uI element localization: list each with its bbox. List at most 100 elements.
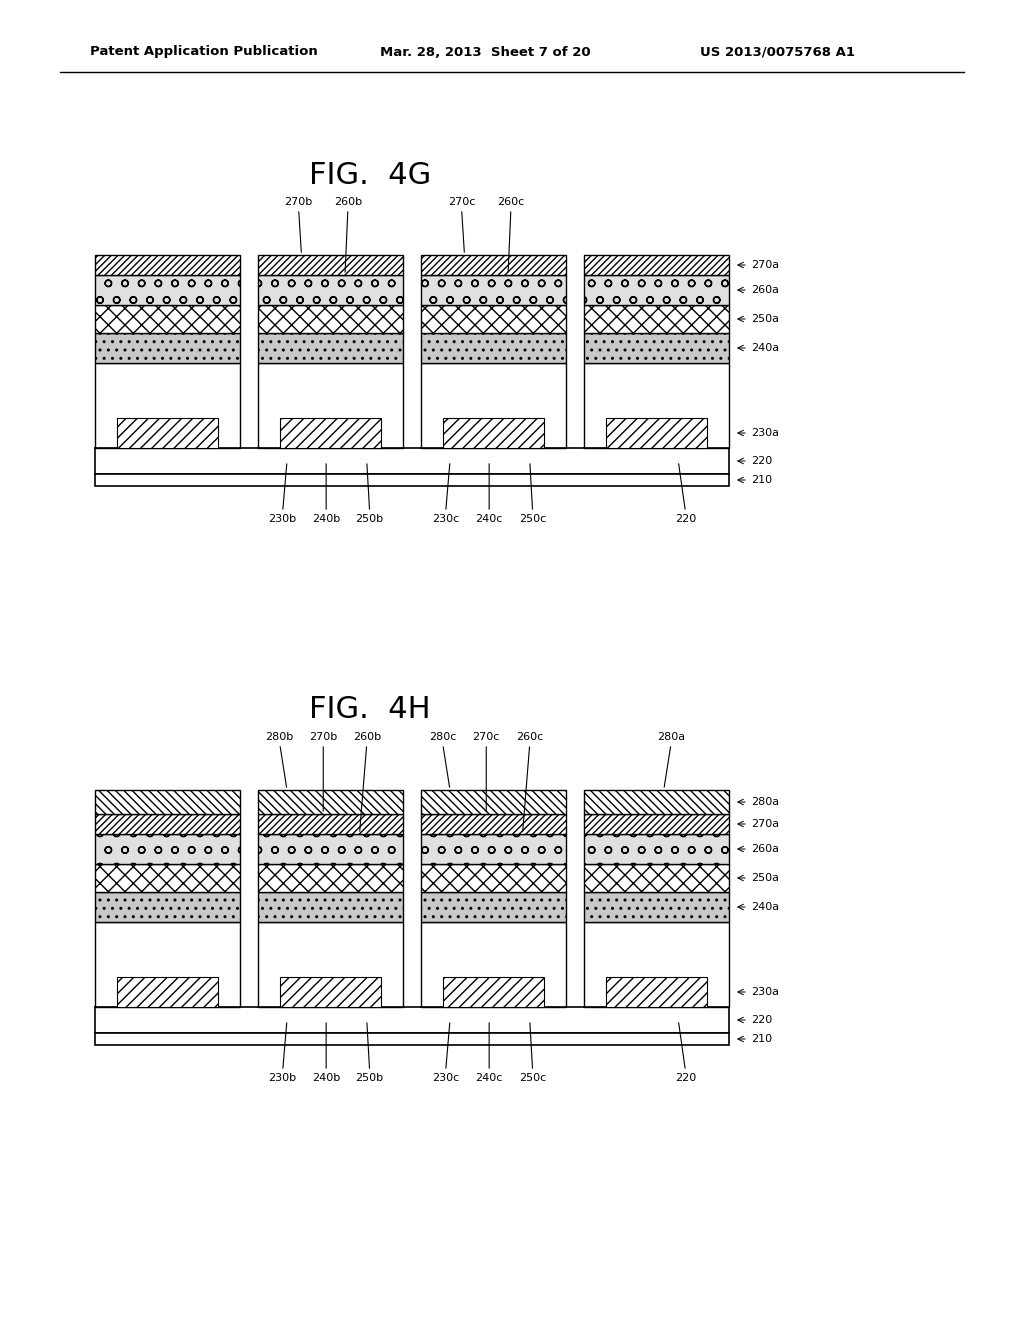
Bar — [584, 814, 729, 834]
Text: 260c: 260c — [516, 733, 544, 742]
Text: 270a: 270a — [751, 818, 779, 829]
Text: 280b: 280b — [265, 733, 294, 742]
Text: 240b: 240b — [312, 513, 340, 524]
Bar — [606, 977, 707, 1007]
Bar — [280, 418, 381, 447]
Bar — [95, 1007, 729, 1034]
Text: 270c: 270c — [472, 733, 500, 742]
Text: 260b: 260b — [352, 733, 381, 742]
Bar — [95, 255, 240, 275]
Bar — [584, 363, 729, 447]
Bar — [95, 921, 240, 1007]
Bar — [258, 921, 403, 1007]
Text: 270a: 270a — [751, 260, 779, 271]
Text: 230b: 230b — [268, 513, 297, 524]
Text: 270c: 270c — [447, 197, 475, 207]
Text: 230c: 230c — [432, 513, 460, 524]
Text: 270b: 270b — [285, 197, 312, 207]
Text: 240a: 240a — [751, 902, 779, 912]
Bar — [95, 789, 240, 814]
Text: 260a: 260a — [751, 285, 779, 294]
Text: 270b: 270b — [309, 733, 337, 742]
Bar — [421, 305, 566, 333]
Text: 250a: 250a — [751, 873, 779, 883]
Text: 260c: 260c — [498, 197, 524, 207]
Bar — [584, 255, 729, 275]
Text: 280a: 280a — [751, 797, 779, 807]
Bar — [584, 333, 729, 363]
Text: 220: 220 — [751, 455, 772, 466]
Bar — [95, 474, 729, 486]
Text: 230c: 230c — [432, 1073, 460, 1082]
Bar — [95, 892, 240, 921]
Bar — [95, 447, 729, 474]
Bar — [258, 333, 403, 363]
Text: FIG.  4G: FIG. 4G — [309, 161, 431, 190]
Bar — [258, 892, 403, 921]
Bar — [421, 363, 566, 447]
Text: Patent Application Publication: Patent Application Publication — [90, 45, 317, 58]
Bar — [443, 977, 544, 1007]
Bar — [584, 789, 729, 814]
Bar — [95, 1034, 729, 1045]
Bar — [421, 333, 566, 363]
Text: 210: 210 — [751, 1034, 772, 1044]
Text: US 2013/0075768 A1: US 2013/0075768 A1 — [700, 45, 855, 58]
Text: Mar. 28, 2013  Sheet 7 of 20: Mar. 28, 2013 Sheet 7 of 20 — [380, 45, 591, 58]
Text: 220: 220 — [675, 1073, 696, 1082]
Bar — [95, 865, 240, 892]
Bar — [584, 275, 729, 305]
Text: 250b: 250b — [355, 1073, 384, 1082]
Bar — [584, 892, 729, 921]
Bar — [584, 921, 729, 1007]
Text: 240b: 240b — [312, 1073, 340, 1082]
Bar — [95, 814, 240, 834]
Bar — [117, 977, 218, 1007]
Bar — [258, 305, 403, 333]
Bar — [95, 305, 240, 333]
Bar — [421, 814, 566, 834]
Bar — [117, 418, 218, 447]
Bar — [258, 865, 403, 892]
Bar — [421, 255, 566, 275]
Bar — [258, 834, 403, 865]
Text: 280c: 280c — [429, 733, 457, 742]
Bar — [95, 275, 240, 305]
Bar — [421, 275, 566, 305]
Text: 240c: 240c — [475, 1073, 503, 1082]
Bar — [606, 418, 707, 447]
Bar — [95, 834, 240, 865]
Text: 210: 210 — [751, 475, 772, 484]
Text: 250b: 250b — [355, 513, 384, 524]
Text: 240a: 240a — [751, 343, 779, 352]
Text: 250c: 250c — [519, 513, 546, 524]
Text: 280a: 280a — [657, 733, 685, 742]
Text: FIG.  4H: FIG. 4H — [309, 696, 431, 725]
Bar — [421, 789, 566, 814]
Text: 250c: 250c — [519, 1073, 546, 1082]
Bar — [258, 275, 403, 305]
Bar — [258, 814, 403, 834]
Bar — [258, 255, 403, 275]
Bar — [258, 363, 403, 447]
Bar — [258, 789, 403, 814]
Bar — [421, 865, 566, 892]
Text: 220: 220 — [675, 513, 696, 524]
Text: 220: 220 — [751, 1015, 772, 1026]
Text: 230a: 230a — [751, 428, 779, 438]
Bar — [421, 921, 566, 1007]
Text: 240c: 240c — [475, 513, 503, 524]
Bar — [584, 305, 729, 333]
Bar — [421, 834, 566, 865]
Text: 260a: 260a — [751, 843, 779, 854]
Bar — [421, 892, 566, 921]
Bar — [584, 834, 729, 865]
Bar — [584, 865, 729, 892]
Text: 250a: 250a — [751, 314, 779, 323]
Bar — [443, 418, 544, 447]
Text: 230a: 230a — [751, 987, 779, 997]
Bar — [95, 363, 240, 447]
Bar — [95, 333, 240, 363]
Text: 260b: 260b — [334, 197, 361, 207]
Text: 230b: 230b — [268, 1073, 297, 1082]
